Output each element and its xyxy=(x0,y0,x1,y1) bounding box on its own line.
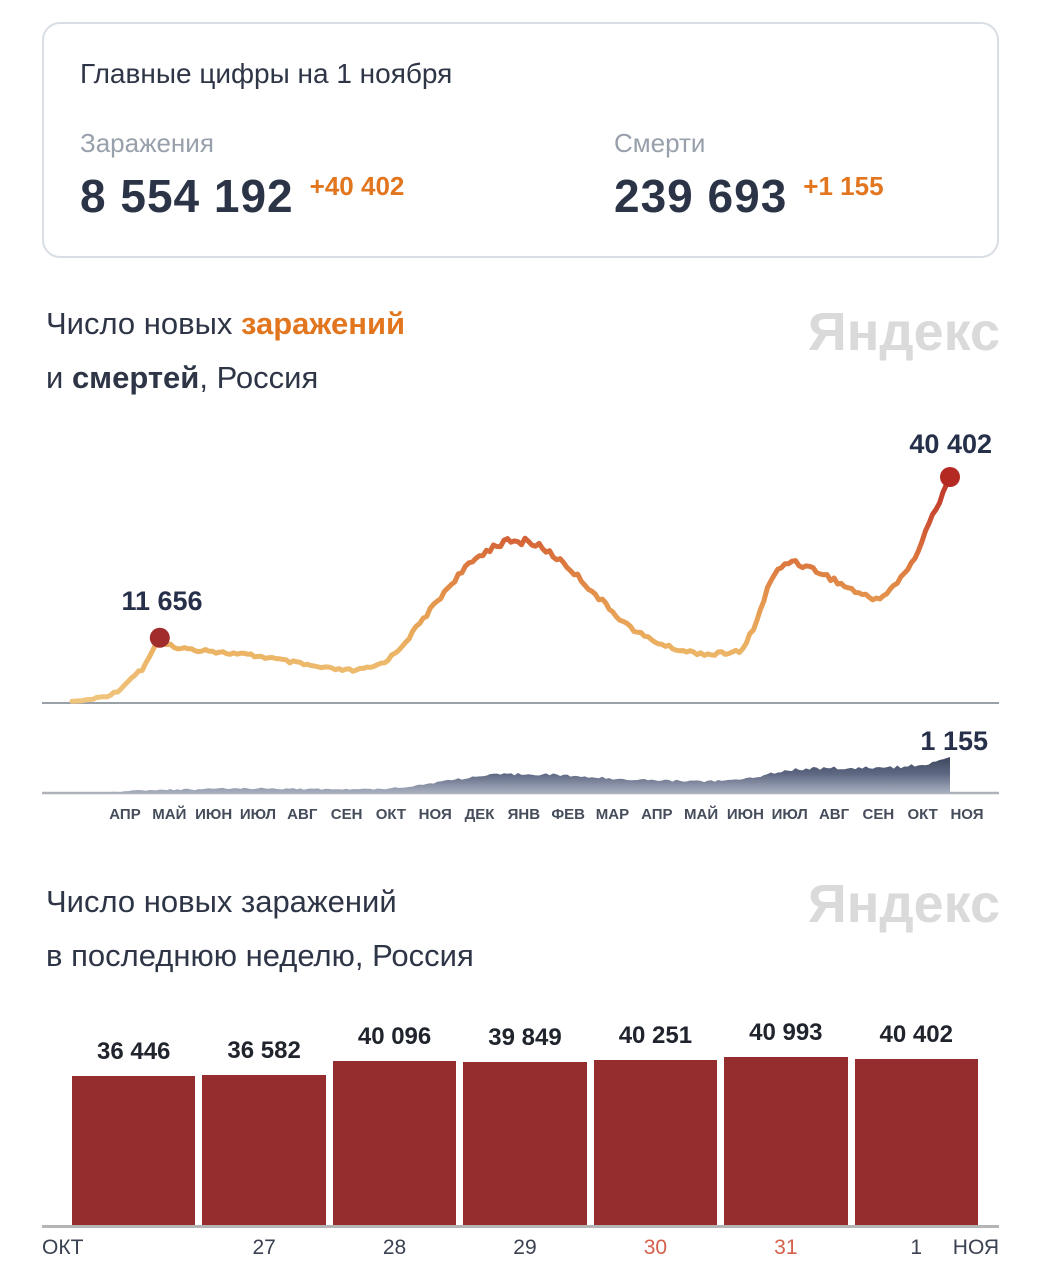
months-axis: АПР МАЙ ИЮН ИЮЛ АВГ СЕН ОКТ НОЯ ДЕК ЯНВ ФЕВ МАР АПР М… xyxy=(42,806,999,830)
stat-infections: Заражения 8 554 192 +40 402 xyxy=(80,128,404,223)
days-axis: ОКТ НОЯ 27 28 29 30 31 1 xyxy=(42,1236,999,1264)
line-chart-title: Число новых заражений и смертей, Россия xyxy=(46,306,406,395)
day-label-4: 30 xyxy=(643,1236,668,1259)
axis-edge-label-oct: ОКТ xyxy=(42,1236,84,1259)
stat-deaths: Смерти 239 693 +1 155 xyxy=(614,128,884,223)
day-label-3: 29 xyxy=(513,1236,537,1259)
stat-deaths-value: 239 693 xyxy=(614,170,788,222)
last-point-dot xyxy=(940,467,960,487)
bar-5 xyxy=(724,1057,848,1225)
bar-value-label-5: 40 993 xyxy=(749,1019,823,1046)
month-label-13: МАЙ xyxy=(684,806,719,823)
month-label-14: ИЮН xyxy=(726,806,764,823)
bar-value-label-2: 40 096 xyxy=(357,1023,432,1050)
weekly-bar-chart: 36 446 36 582 40 096 39 849 40 251 40 993 40 4… xyxy=(42,1019,999,1225)
last-point-label: 40 402 xyxy=(909,429,992,459)
day-label-6: 1 xyxy=(910,1236,923,1259)
bar-group-2: 40 096 xyxy=(332,1023,457,1225)
stat-infections-label: Заражения xyxy=(80,128,214,158)
month-label-7: НОЯ xyxy=(418,806,452,823)
bar-1 xyxy=(202,1075,326,1225)
month-label-15: ИЮЛ xyxy=(771,806,808,823)
first-peak-label: 11 656 xyxy=(121,586,203,616)
infections-line-chart xyxy=(42,467,999,704)
bar-value-label-6: 40 402 xyxy=(879,1021,953,1048)
day-label-5: 31 xyxy=(774,1236,798,1259)
deaths-area xyxy=(72,757,950,793)
month-label-8: ДЕК xyxy=(464,806,495,823)
bar-0 xyxy=(72,1076,196,1225)
day-label-1: 27 xyxy=(252,1236,276,1259)
deaths-area-chart xyxy=(42,757,999,795)
bar-chart-axis-line xyxy=(42,1225,999,1228)
bar-3 xyxy=(463,1062,587,1225)
bar-group-5: 40 993 xyxy=(724,1019,848,1225)
yandex-watermark: Яндекс xyxy=(807,302,1000,362)
bar-2 xyxy=(332,1061,457,1225)
bars-row: 36 446 36 582 40 096 39 849 40 251 40 993 40 4… xyxy=(72,1019,978,1225)
month-label-17: СЕН xyxy=(862,806,895,823)
bar-value-label-1: 36 582 xyxy=(227,1037,301,1064)
first-peak-dot xyxy=(149,627,170,648)
month-label-12: АПР xyxy=(641,806,673,823)
month-label-9: ЯНВ xyxy=(507,806,541,823)
summary-card-title: Главные цифры на 1 ноября xyxy=(80,58,453,89)
bar-value-label-3: 39 849 xyxy=(488,1024,562,1051)
month-label-18: ОКТ xyxy=(907,806,938,823)
month-label-4: АВГ xyxy=(287,806,318,823)
month-label-3: ИЮЛ xyxy=(239,806,277,823)
axis-edge-label-nov: НОЯ xyxy=(952,1236,999,1259)
stat-deaths-delta: +1 155 xyxy=(803,171,884,201)
bar-group-4: 40 251 xyxy=(593,1022,718,1225)
month-label-10: ФЕВ xyxy=(551,806,585,823)
stat-infections-value: 8 554 192 xyxy=(80,170,294,222)
bar-group-3: 39 849 xyxy=(463,1024,587,1225)
bar-group-1: 36 582 xyxy=(202,1030,326,1225)
bar-chart-title: Число новых заражений в последнюю неделю,… xyxy=(46,884,474,973)
bar-group-6: 40 402 xyxy=(854,1021,978,1225)
day-label-2: 28 xyxy=(382,1236,407,1259)
bar-4 xyxy=(593,1060,718,1225)
bar-value-label-4: 40 251 xyxy=(618,1022,693,1049)
month-label-11: МАР xyxy=(595,806,630,823)
month-label-19: НОЯ xyxy=(950,806,984,823)
stat-deaths-label: Смерти xyxy=(614,128,706,158)
stat-infections-delta: +40 402 xyxy=(309,171,405,201)
month-label-2: ИЮН xyxy=(195,806,233,823)
bar-6 xyxy=(854,1059,978,1225)
bar-group-0: 36 446 xyxy=(72,1030,196,1225)
summary-card: Главные цифры на 1 ноября Заражения 8 55… xyxy=(42,22,999,258)
month-label-5: СЕН xyxy=(330,806,363,823)
month-label-16: АВГ xyxy=(818,806,850,823)
month-label-6: ОКТ xyxy=(375,806,407,823)
infections-line xyxy=(69,474,953,704)
deaths-peak-label: 1 155 xyxy=(920,726,988,756)
yandex-watermark: Яндекс xyxy=(807,874,1000,934)
month-label-1: МАЙ xyxy=(152,806,187,823)
month-label-0: АПР xyxy=(109,806,141,823)
bar-value-label-0: 36 446 xyxy=(97,1038,171,1065)
